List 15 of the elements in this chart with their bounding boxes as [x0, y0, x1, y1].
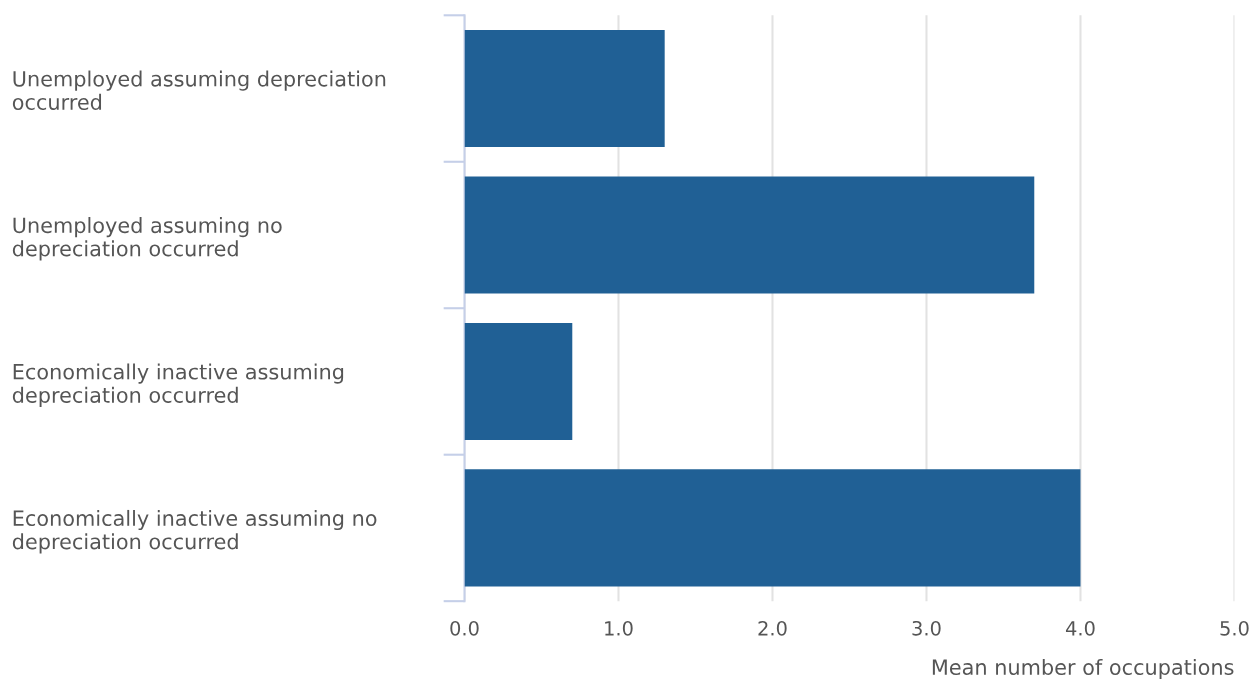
x-tick-label: 1.0	[605, 620, 633, 636]
x-axis-title: Mean number of occupations	[932, 658, 1234, 680]
x-tick-label: 3.0	[912, 620, 941, 636]
x-tick-label: 4.0	[1065, 620, 1095, 636]
x-tick-label: 2.0	[758, 620, 787, 636]
bar	[464, 29, 665, 148]
y-tick-label: Economically inactive assuming no depreciation occurred	[12, 509, 377, 554]
y-tick-label: Economically inactive assuming depreciation occurred	[12, 363, 344, 407]
x-tick-label: 0.0	[450, 620, 479, 636]
x-tick-label: 5.0	[1220, 620, 1249, 636]
bar	[464, 322, 573, 441]
bar	[464, 176, 1035, 294]
y-tick-label: Unemployed assuming no depreciation occurred	[12, 217, 282, 261]
bar	[464, 469, 1081, 587]
y-tick-label: Unemployed assuming depreciation occurred	[12, 70, 386, 110]
